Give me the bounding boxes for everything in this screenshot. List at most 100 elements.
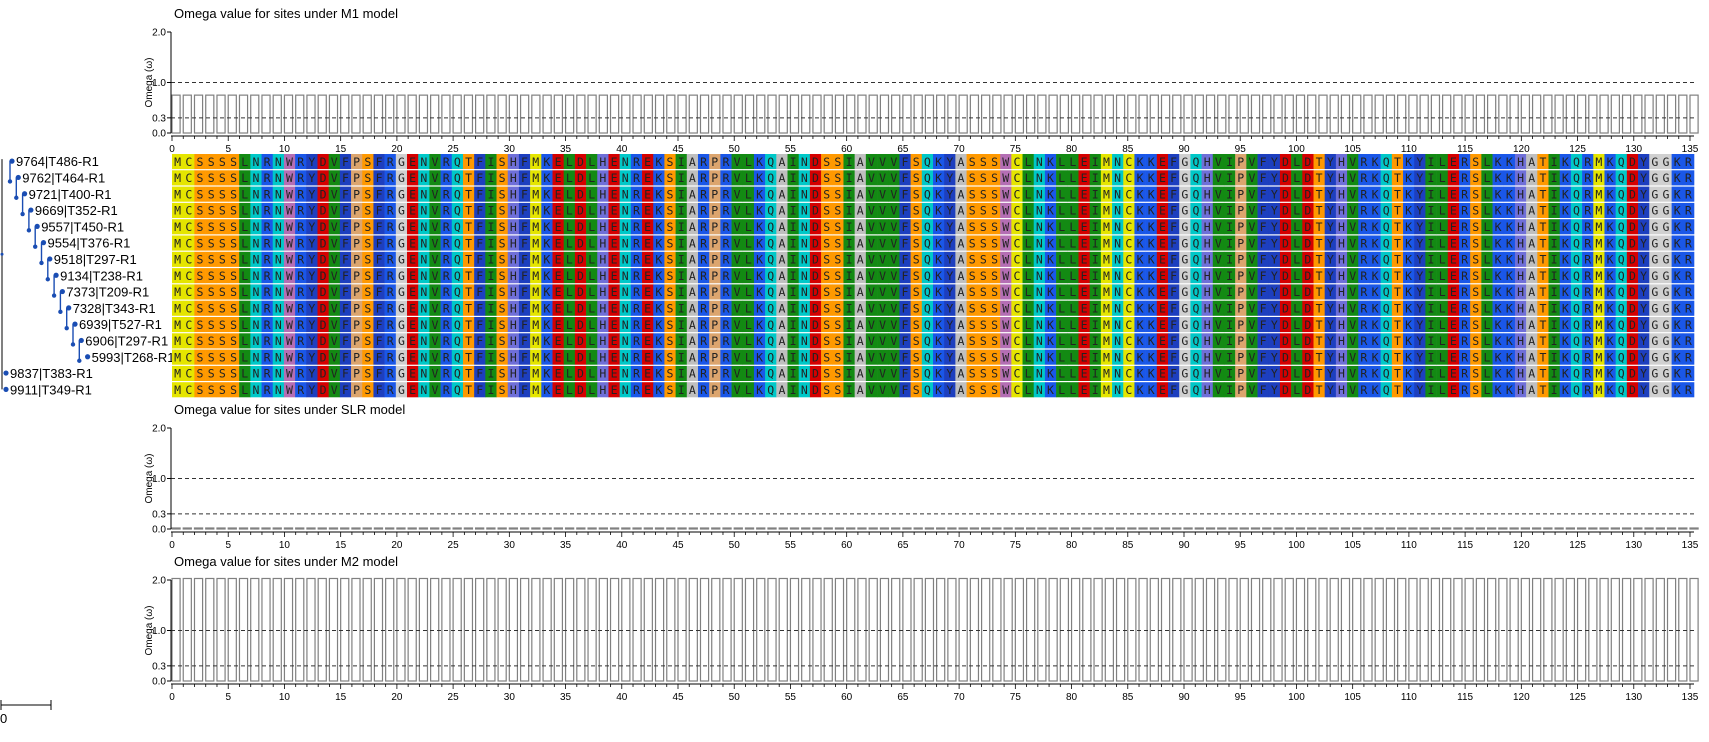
residue-cell <box>597 170 609 186</box>
residue-letter: K <box>1495 334 1502 348</box>
omega-bar <box>340 94 350 134</box>
residue-letter: N <box>252 318 259 332</box>
residue-cell <box>451 170 464 186</box>
residue-cell <box>1358 170 1370 186</box>
residue-cell <box>697 349 710 365</box>
residue-letter: I <box>790 220 797 234</box>
residue-cell <box>1044 186 1057 202</box>
residue-cell <box>1671 235 1684 251</box>
tree-leaf-label: 9721|T400-R1 <box>29 187 112 202</box>
residue-letter: L <box>1439 220 1446 234</box>
residue-cell <box>1044 284 1057 300</box>
residue-cell <box>440 333 453 349</box>
residue-cell <box>1626 154 1639 170</box>
residue-letter: F <box>476 302 483 316</box>
residue-cell <box>474 202 486 218</box>
residue-cell <box>944 317 956 333</box>
residue-letter: W <box>286 187 293 201</box>
residue-cell <box>944 202 956 218</box>
residue-letter: K <box>1506 350 1513 364</box>
residue-cell <box>675 268 688 284</box>
residue-cell <box>1548 186 1560 202</box>
residue-letter: L <box>1439 334 1446 348</box>
omega-bar <box>1655 527 1665 530</box>
residue-cell <box>1089 235 1102 251</box>
residue-letter: I <box>790 285 797 299</box>
residue-cell <box>742 154 755 170</box>
residue-letter: T <box>1394 155 1401 169</box>
residue-cell <box>395 365 408 381</box>
residue-cell <box>966 154 979 170</box>
residue-letter: I <box>1226 253 1233 267</box>
residue-letter: L <box>1293 155 1300 169</box>
residue-letter: F <box>376 204 383 218</box>
residue-letter: A <box>1528 302 1535 316</box>
residue-letter: F <box>1260 236 1267 250</box>
residue-letter: K <box>1562 318 1569 332</box>
residue-letter: Y <box>946 187 953 201</box>
residue-letter: S <box>1472 350 1479 364</box>
residue-letter: I <box>846 383 853 397</box>
omega-bar <box>283 577 294 682</box>
residue-letter: Q <box>1618 334 1625 348</box>
residue-cell <box>742 170 755 186</box>
omega-bar <box>1453 527 1463 530</box>
residue-cell <box>1022 235 1035 251</box>
residue-cell <box>586 317 598 333</box>
residue-cell <box>1145 235 1158 251</box>
residue-letter: V <box>890 204 897 218</box>
residue-cell <box>183 300 195 316</box>
residue-cell <box>552 300 564 316</box>
residue-cell <box>306 186 318 202</box>
residue-letter: I <box>678 155 685 169</box>
residue-cell <box>1347 268 1359 284</box>
residue-cell <box>765 268 777 284</box>
residue-cell <box>1470 268 1482 284</box>
residue-letter: V <box>1215 302 1222 316</box>
residue-cell <box>1503 284 1516 300</box>
residue-cell <box>630 170 643 186</box>
residue-letter: P <box>711 187 718 201</box>
residue-letter: Q <box>454 350 461 364</box>
residue-letter: F <box>376 269 383 283</box>
residue-letter: H <box>510 285 517 299</box>
residue-cell <box>664 186 676 202</box>
residue-letter: K <box>1372 302 1379 316</box>
residue-letter: Y <box>1416 302 1423 316</box>
omega-bar <box>1666 527 1677 530</box>
residue-letter: R <box>264 253 271 267</box>
residue-letter: S <box>991 269 998 283</box>
residue-letter: R <box>1584 220 1591 234</box>
omega-bar <box>497 94 507 134</box>
residue-letter: M <box>174 220 181 234</box>
residue-cell <box>1223 284 1236 300</box>
x-tick-label: 120 <box>1513 692 1530 703</box>
residue-letter: S <box>219 350 226 364</box>
residue-cell <box>1033 251 1046 267</box>
omega-bar <box>1486 577 1497 682</box>
residue-cell <box>518 251 531 267</box>
residue-letter: C <box>185 155 192 169</box>
residue-cell <box>1537 317 1549 333</box>
residue-cell <box>507 349 520 365</box>
residue-cell <box>1671 186 1684 202</box>
residue-letter: V <box>331 187 338 201</box>
residue-letter: L <box>1069 367 1076 381</box>
residue-letter: A <box>778 253 785 267</box>
residue-letter: L <box>745 253 752 267</box>
residue-cell <box>765 154 777 170</box>
residue-cell <box>1145 317 1158 333</box>
residue-cell <box>1626 365 1639 381</box>
residue-cell <box>306 300 318 316</box>
residue-letter: E <box>611 318 618 332</box>
residue-letter: K <box>655 350 662 364</box>
residue-cell <box>1391 251 1404 267</box>
omega-bar <box>1307 527 1317 530</box>
omega-bar <box>947 577 957 682</box>
residue-letter: H <box>510 155 517 169</box>
residue-letter: W <box>1002 236 1009 250</box>
omega-bar <box>801 94 811 134</box>
residue-letter: Q <box>924 302 931 316</box>
omega-bar <box>182 94 192 134</box>
